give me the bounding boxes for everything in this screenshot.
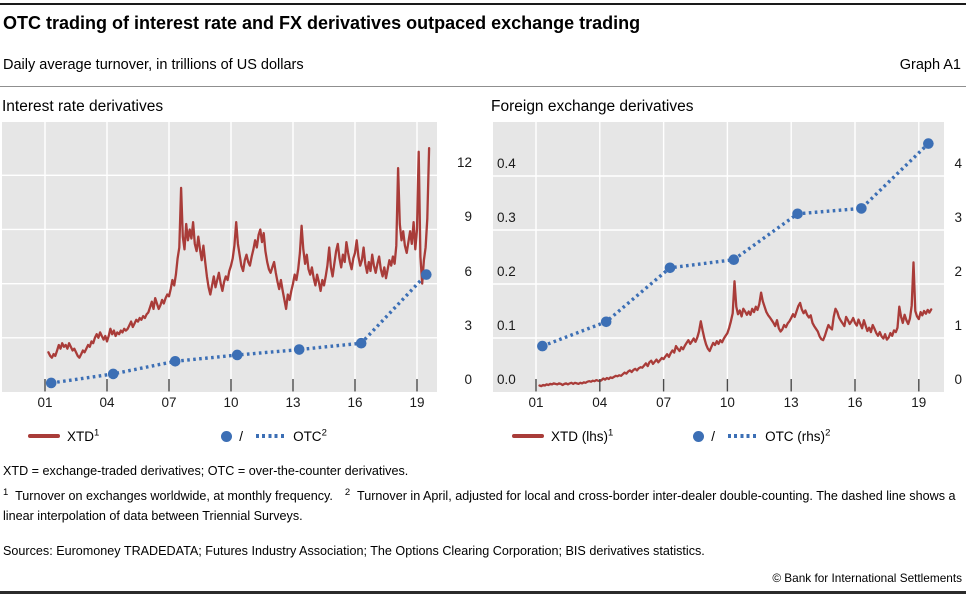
y-axis-tick-label: 1 — [954, 318, 962, 333]
x-axis-tick-label: 13 — [285, 395, 301, 410]
y-axis-tick-label: 6 — [464, 263, 472, 279]
legend-separator: / — [239, 428, 244, 444]
legend-item-otc: / OTC (rhs)2 — [693, 427, 831, 444]
x-axis-left-panel: 01 04 07 10 13 16 19 — [2, 395, 437, 413]
graph-number-label: Graph A1 — [899, 57, 961, 73]
xtd-line-swatch — [512, 434, 544, 438]
legend-label: XTD (lhs)1 — [551, 427, 614, 444]
legend-foreign-exchange: XTD (lhs)1 / OTC (rhs)2 — [512, 426, 830, 446]
chart-canvas — [493, 122, 944, 392]
footnote2-text: Turnover in April, adjusted for local an… — [3, 489, 956, 524]
x-axis-right-panel: 01 04 07 10 13 16 19 — [493, 395, 944, 413]
panel-title-foreign-exchange: Foreign exchange derivatives — [491, 98, 694, 115]
legend-label: OTC2 — [293, 427, 327, 444]
x-axis-tick-label: 19 — [911, 395, 927, 410]
xtd-line-swatch — [28, 434, 60, 438]
legend-separator: / — [711, 428, 716, 444]
y-axis-tick-label: 0 — [464, 372, 472, 387]
legend-item-xtd: XTD (lhs)1 — [512, 427, 614, 444]
header-divider — [0, 86, 966, 87]
x-axis-tick-label: 16 — [847, 395, 863, 410]
y-axis-fx-rhs: 0 1 2 3 4 — [946, 122, 962, 392]
x-axis-tick-label: 07 — [656, 395, 672, 410]
y-axis-tick-label: 3 — [954, 210, 962, 225]
y-axis-tick-label: 12 — [456, 155, 472, 171]
legend-item-otc: / OTC2 — [221, 427, 327, 444]
fx-chart — [493, 122, 944, 397]
x-axis-tick-label: 16 — [347, 395, 363, 410]
y-axis-tick-label: 9 — [464, 209, 472, 225]
legend-label: OTC (rhs)2 — [765, 427, 831, 444]
footnote-abbreviations: XTD = exchange-traded derivatives; OTC =… — [3, 464, 409, 478]
y-axis-left-panel: 0 3 6 9 12 — [439, 122, 472, 392]
y-axis-tick-label: 4 — [954, 156, 962, 171]
legend-interest-rate: XTD1 / OTC2 — [28, 426, 327, 446]
bottom-rule — [0, 591, 966, 594]
sources-line: Sources: Euromoney TRADEDATA; Futures In… — [3, 544, 705, 558]
x-axis-tick-label: 01 — [528, 395, 544, 410]
x-axis-tick-label: 10 — [223, 395, 239, 410]
x-axis-tick-label: 04 — [592, 395, 608, 410]
page-subtitle: Daily average turnover, in trillions of … — [3, 57, 304, 73]
top-rule — [0, 3, 966, 5]
panel-title-interest-rate: Interest rate derivatives — [2, 98, 164, 115]
footnote1-text: Turnover on exchanges worldwide, at mont… — [15, 489, 333, 503]
footnote1-marker: 1 — [3, 486, 9, 498]
otc-marker-swatch — [693, 430, 705, 442]
x-axis-tick-label: 13 — [783, 395, 799, 410]
otc-marker-swatch — [221, 430, 233, 442]
copyright-notice: © Bank for International Settlements — [772, 571, 962, 585]
y-axis-tick-label: 0 — [954, 372, 962, 387]
x-axis-tick-label: 10 — [719, 395, 735, 410]
otc-dotted-swatch — [256, 434, 287, 438]
y-axis-tick-label: 3 — [464, 317, 472, 333]
legend-label: XTD1 — [67, 427, 100, 444]
page-title: OTC trading of interest rate and FX deri… — [3, 13, 641, 33]
footnote-details: 1 Turnover on exchanges worldwide, at mo… — [3, 486, 961, 527]
footnote2-marker: 2 — [344, 486, 351, 498]
x-axis-tick-label: 19 — [409, 395, 425, 410]
x-axis-tick-label: 01 — [37, 395, 53, 410]
chart-canvas — [2, 122, 437, 392]
x-axis-tick-label: 07 — [161, 395, 177, 410]
interest-rate-chart — [2, 122, 437, 397]
otc-dotted-swatch — [728, 434, 759, 438]
x-axis-tick-label: 04 — [99, 395, 115, 410]
legend-item-xtd: XTD1 — [28, 427, 100, 444]
y-axis-tick-label: 2 — [954, 264, 962, 279]
